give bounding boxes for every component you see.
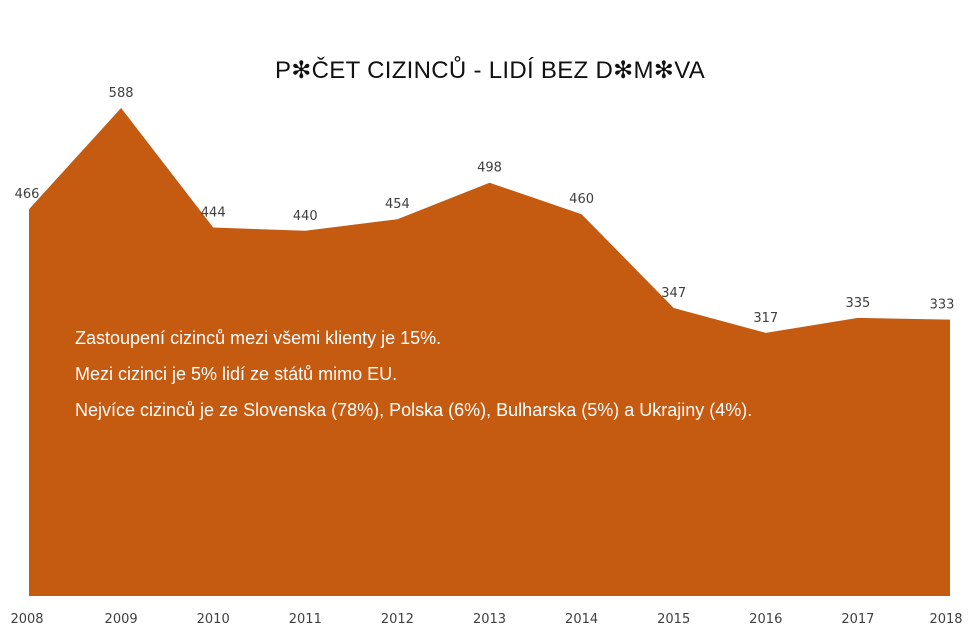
x-tick-2018: 2018 [929, 612, 962, 627]
x-tick-2017: 2017 [841, 612, 874, 627]
x-tick-2012: 2012 [381, 612, 414, 627]
data-label-2016: 317 [753, 311, 778, 326]
x-tick-2014: 2014 [565, 612, 598, 627]
data-label-2012: 454 [385, 197, 410, 212]
x-tick-2010: 2010 [197, 612, 230, 627]
data-label-2011: 440 [293, 209, 318, 224]
x-tick-2013: 2013 [473, 612, 506, 627]
x-tick-2015: 2015 [657, 612, 690, 627]
data-label-2009: 588 [109, 86, 134, 101]
data-label-2010: 444 [201, 205, 226, 220]
area-series [29, 108, 950, 596]
annotation-1: Zastoupení cizinců mezi všemi klienty je… [75, 328, 442, 348]
data-label-2018: 333 [930, 298, 955, 313]
x-tick-2011: 2011 [289, 612, 322, 627]
data-label-2013: 498 [477, 161, 502, 176]
x-tick-2009: 2009 [105, 612, 138, 627]
annotation-block: Zastoupení cizinců mezi všemi klienty je… [75, 326, 752, 434]
chart-title: P✻ČET CIZINCŮ - LIDÍ BEZ D✻M✻VA [274, 57, 706, 84]
data-label-2014: 460 [569, 192, 594, 207]
x-tick-2016: 2016 [749, 612, 782, 627]
annotation-3: Nejvíce cizinců je ze Slovenska (78%), P… [75, 400, 753, 420]
annotation-2: Mezi cizinci je 5% lidí ze států mimo EU… [75, 364, 398, 384]
data-label-2015: 347 [661, 286, 686, 301]
data-label-2008: 466 [15, 187, 40, 202]
data-label-2017: 335 [845, 296, 870, 311]
x-tick-2008: 2008 [10, 612, 43, 627]
